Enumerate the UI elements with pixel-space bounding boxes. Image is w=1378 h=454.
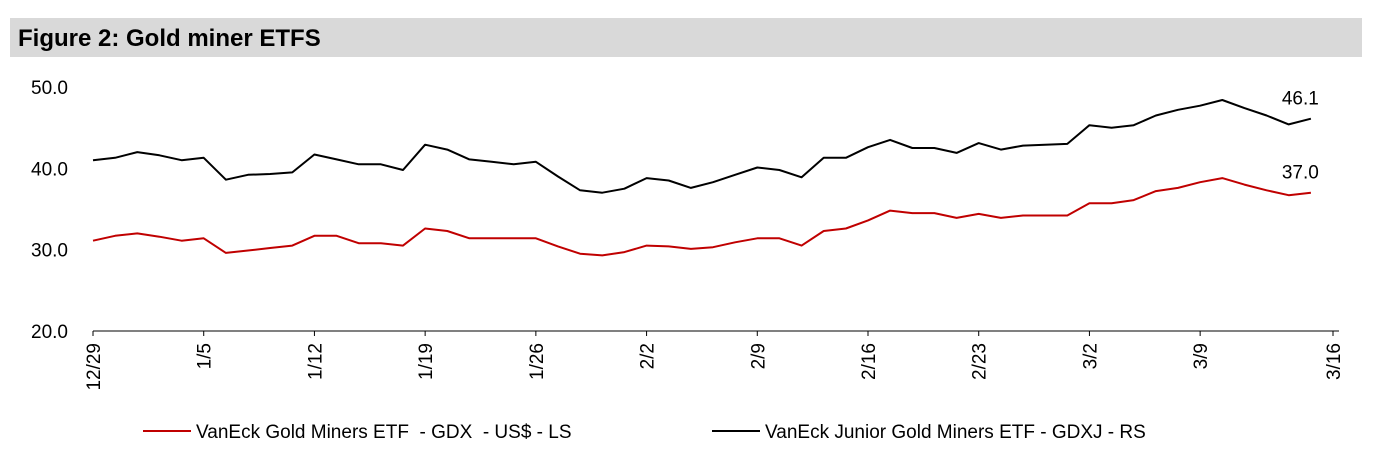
data-label: 46.1 bbox=[1282, 89, 1319, 110]
x-tick-label: 1/5 bbox=[195, 343, 216, 369]
x-tick-label: 2/2 bbox=[638, 343, 659, 369]
y-tick-label: 30.0 bbox=[31, 241, 68, 262]
series-line bbox=[92, 177, 1312, 257]
series-line bbox=[92, 99, 1312, 194]
chart-title: Figure 2: Gold miner ETFS bbox=[18, 25, 321, 52]
x-tick-label: 1/26 bbox=[527, 343, 548, 380]
x-tick-label: 3/2 bbox=[1080, 343, 1101, 369]
x-tick-label: 1/12 bbox=[305, 343, 326, 380]
data-label: 37.0 bbox=[1282, 163, 1319, 184]
legend-label: VanEck Junior Gold Miners ETF - GDXJ - R… bbox=[765, 422, 1146, 443]
x-tick-label: 2/9 bbox=[748, 343, 769, 369]
x-tick-label: 2/23 bbox=[970, 343, 991, 380]
x-tick-label: 2/16 bbox=[859, 343, 880, 380]
legend-label: VanEck Gold Miners ETF - GDX - US$ - LS bbox=[196, 422, 572, 443]
y-tick-label: 50.0 bbox=[31, 78, 68, 99]
x-tick-label: 3/16 bbox=[1324, 343, 1345, 380]
x-tick-label: 3/9 bbox=[1191, 343, 1212, 369]
y-tick-label: 20.0 bbox=[31, 322, 68, 343]
x-tick-label: 1/19 bbox=[416, 343, 437, 380]
x-tick-label: 12/29 bbox=[84, 343, 105, 391]
title-bar bbox=[10, 18, 1362, 57]
y-tick-label: 40.0 bbox=[31, 159, 68, 180]
